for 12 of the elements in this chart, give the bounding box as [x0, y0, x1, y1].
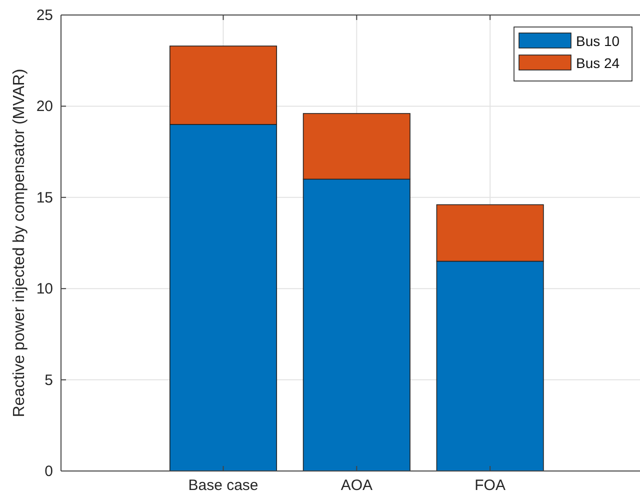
y-tick-label: 20	[36, 98, 53, 116]
y-tick-label: 0	[44, 463, 53, 480]
y-tick-label: 5	[44, 372, 53, 389]
y-axis-title: Reactive power injected by compensator (MVAR)	[11, 68, 28, 418]
y-tick-label: 15	[36, 189, 53, 206]
legend-label: Bus 10	[576, 33, 620, 49]
x-tick-label: AOA	[340, 477, 373, 494]
y-tick-label: 25	[36, 7, 53, 24]
legend-label: Bus 24	[576, 55, 620, 71]
x-tick-label: Base case	[188, 477, 258, 494]
y-tick-label: 10	[36, 280, 53, 298]
x-tick-label: FOA	[474, 477, 506, 494]
